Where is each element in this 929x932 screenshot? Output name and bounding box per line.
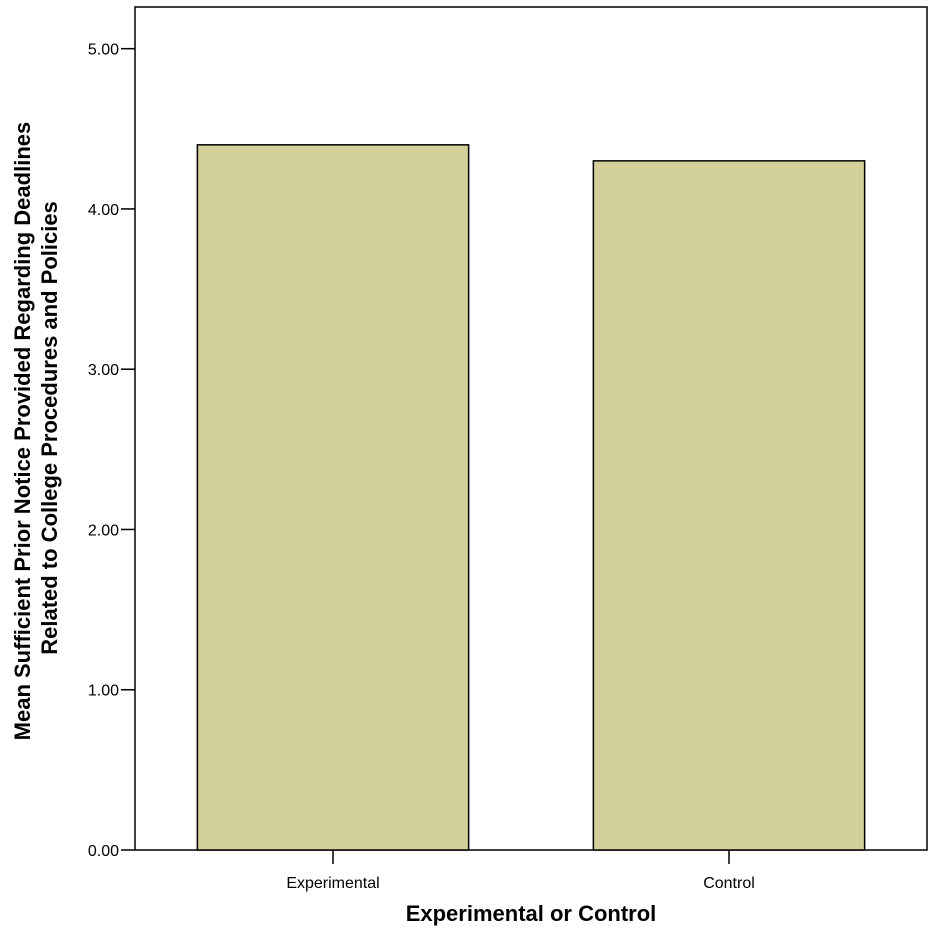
x-tick-label-control: Control [703,875,755,892]
y-tick-label-0: 0.00 [88,843,119,860]
bar-control [592,160,866,851]
y-tick-label-3: 3.00 [88,362,119,379]
svg-text:Mean Sufficient Prior Notice P: Mean Sufficient Prior Notice Provided Re… [10,116,62,741]
plot-frame [134,6,928,851]
y-axis-title-line-2: Related to College Procedures and Polici… [37,201,62,655]
y-tick-label-4: 4.00 [88,202,119,219]
x-axis-title: Experimental or Control [406,901,657,926]
y-axis-title-line-1: Mean Sufficient Prior Notice Provided Re… [10,122,35,741]
y-tick-label-1: 1.00 [88,683,119,700]
y-axis-title: Mean Sufficient Prior Notice Provided Re… [10,116,62,741]
x-tick-label-experimental: Experimental [286,875,379,892]
bar-experimental [196,144,470,851]
y-axis: 0.00 1.00 2.00 3.00 4.00 5.00 [88,42,135,860]
x-axis: Experimental Control [286,850,755,892]
bars-group [196,144,866,851]
y-tick-label-2: 2.00 [88,522,119,539]
y-tick-label-5: 5.00 [88,42,119,59]
